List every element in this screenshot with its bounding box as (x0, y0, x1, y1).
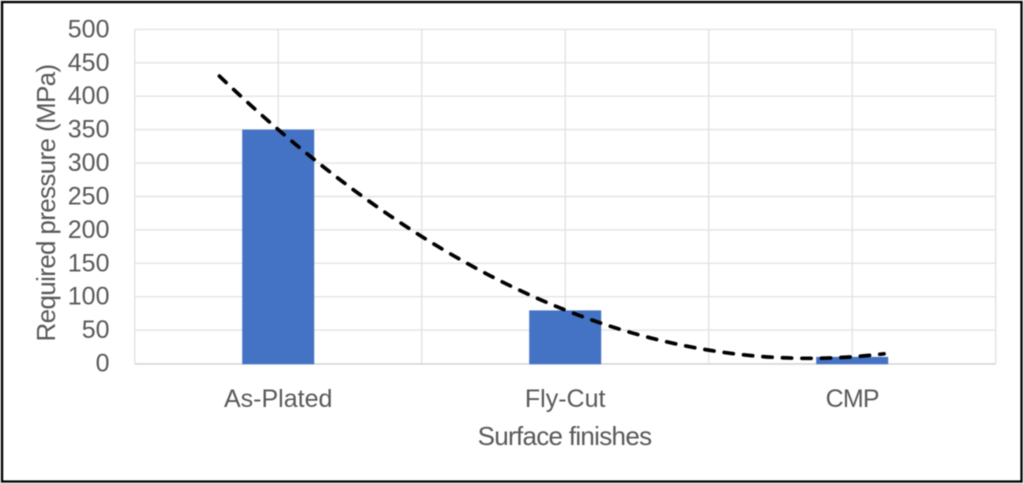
svg-text:200: 200 (68, 216, 110, 244)
svg-text:As-Plated: As-Plated (224, 385, 332, 413)
svg-text:Fly-Cut: Fly-Cut (525, 385, 606, 413)
svg-text:400: 400 (68, 82, 110, 110)
svg-text:Required pressure (MPa): Required pressure (MPa) (31, 65, 61, 342)
svg-text:CMP: CMP (826, 385, 879, 413)
svg-text:300: 300 (68, 149, 110, 177)
svg-text:50: 50 (82, 316, 110, 344)
svg-text:350: 350 (68, 116, 110, 144)
svg-text:0: 0 (96, 350, 110, 378)
svg-text:100: 100 (68, 283, 110, 311)
svg-text:250: 250 (68, 183, 110, 211)
svg-text:Surface finishes: Surface finishes (478, 421, 652, 451)
svg-text:500: 500 (68, 15, 110, 43)
svg-text:150: 150 (68, 249, 110, 277)
svg-text:450: 450 (68, 49, 110, 77)
